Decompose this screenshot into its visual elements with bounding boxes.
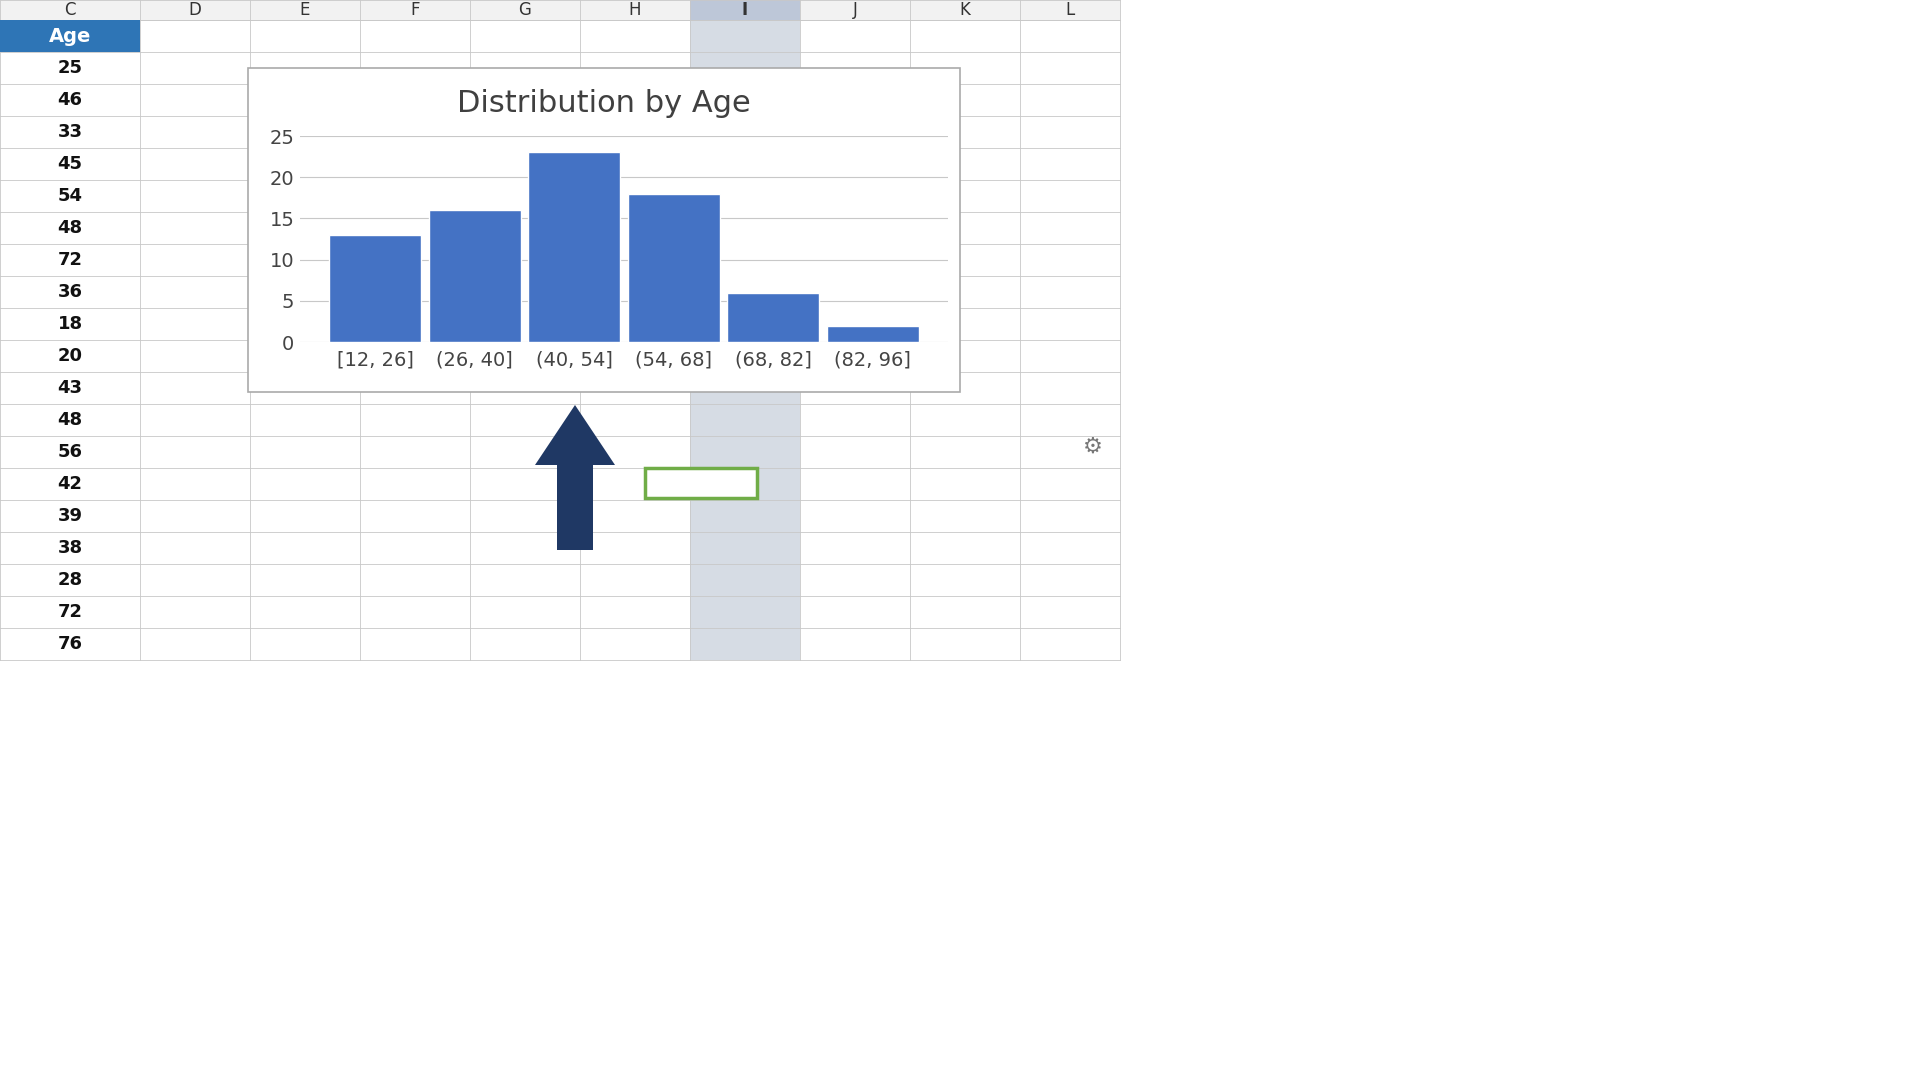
Text: F: F xyxy=(411,1,420,19)
Text: K: K xyxy=(960,1,970,19)
Text: 48: 48 xyxy=(58,219,83,237)
Text: 45: 45 xyxy=(58,156,83,173)
Text: 36: 36 xyxy=(58,283,83,301)
Text: D: D xyxy=(188,1,202,19)
Text: 42: 42 xyxy=(58,475,83,492)
Bar xyxy=(528,152,620,342)
Text: 56: 56 xyxy=(58,443,83,461)
Text: 25: 25 xyxy=(58,59,83,77)
Text: G: G xyxy=(518,1,532,19)
Text: 28: 28 xyxy=(58,571,83,589)
Bar xyxy=(689,0,801,21)
Bar xyxy=(0,0,1119,21)
Text: 48: 48 xyxy=(58,411,83,429)
Text: 76: 76 xyxy=(58,635,83,653)
Bar xyxy=(248,68,960,392)
Text: E: E xyxy=(300,1,311,19)
Text: Age: Age xyxy=(48,27,90,45)
Bar xyxy=(628,193,720,342)
Text: 72: 72 xyxy=(58,251,83,269)
Text: 38: 38 xyxy=(58,539,83,557)
Bar xyxy=(645,468,756,498)
Text: 46: 46 xyxy=(58,91,83,109)
Text: 39: 39 xyxy=(58,507,83,525)
Bar xyxy=(330,234,420,342)
Bar xyxy=(0,21,140,52)
FancyArrow shape xyxy=(536,405,614,550)
Text: 43: 43 xyxy=(58,379,83,397)
Text: 72: 72 xyxy=(58,603,83,621)
Text: J: J xyxy=(852,1,858,19)
Bar xyxy=(689,0,801,660)
Text: H: H xyxy=(628,1,641,19)
Text: 18: 18 xyxy=(58,315,83,333)
Bar xyxy=(728,293,820,342)
Bar xyxy=(0,0,1119,660)
Text: 20: 20 xyxy=(58,347,83,365)
Text: I: I xyxy=(741,1,749,19)
Text: Distribution by Age: Distribution by Age xyxy=(457,89,751,118)
Bar xyxy=(428,211,520,342)
Text: 33: 33 xyxy=(58,123,83,141)
Text: L: L xyxy=(1066,1,1075,19)
Text: ⚙: ⚙ xyxy=(1083,437,1102,457)
Text: C: C xyxy=(63,1,75,19)
Text: 54: 54 xyxy=(58,187,83,205)
Bar xyxy=(828,325,918,342)
